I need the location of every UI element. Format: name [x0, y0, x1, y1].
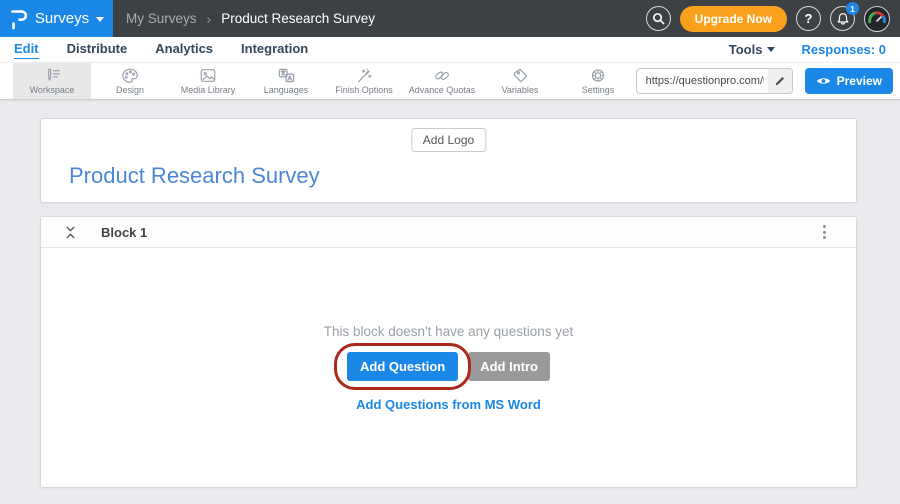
add-intro-button[interactable]: Add Intro: [468, 351, 550, 381]
toolbar-item-media-library[interactable]: Media Library: [169, 63, 247, 99]
toolbar-item-design[interactable]: Design: [91, 63, 169, 99]
user-avatar[interactable]: [864, 5, 890, 32]
kebab-menu-icon: [823, 225, 826, 228]
chain-link-icon: [435, 71, 449, 80]
image-icon: [200, 69, 216, 82]
palette-icon: [122, 68, 138, 83]
workspace-icon: [47, 68, 60, 81]
survey-title[interactable]: Product Research Survey: [69, 163, 320, 188]
block-card: Block 1 This block doesn't have any ques…: [40, 216, 857, 488]
surveys-app-switcher[interactable]: Surveys: [0, 0, 113, 37]
upgrade-now-button[interactable]: Upgrade Now: [679, 5, 787, 32]
survey-url-field-group: [635, 68, 793, 94]
responses-count-link[interactable]: Responses: 0: [801, 42, 886, 57]
tab-distribute[interactable]: Distribute: [66, 40, 128, 56]
breadcrumb: My Surveys › Product Research Survey: [126, 0, 375, 37]
header-actions: Upgrade Now ? 1: [645, 0, 900, 37]
survey-url-input[interactable]: [636, 75, 768, 87]
tab-integration[interactable]: Integration: [241, 40, 309, 56]
block-name[interactable]: Block 1: [101, 224, 148, 240]
questionpro-logo-icon: [11, 10, 28, 30]
collapse-block-button[interactable]: [65, 226, 76, 239]
add-logo-button[interactable]: Add Logo: [410, 128, 487, 152]
top-header: Surveys My Surveys › Product Research Su…: [0, 0, 900, 37]
toolbar-item-finish-options[interactable]: Finish Options: [325, 63, 403, 99]
app-label: Surveys: [34, 10, 90, 27]
help-button[interactable]: ?: [796, 6, 821, 31]
collapse-icon: [66, 226, 75, 238]
tools-label: Tools: [728, 42, 763, 57]
empty-block-message: This block doesn't have any questions ye…: [323, 323, 574, 339]
block-menu-button[interactable]: [819, 221, 830, 243]
notification-count-badge: 1: [846, 2, 859, 15]
tools-menu[interactable]: Tools: [729, 42, 776, 57]
pencil-icon: [775, 77, 784, 86]
tab-analytics[interactable]: Analytics: [155, 40, 214, 56]
survey-canvas: Add Logo Product Research Survey Block 1…: [0, 100, 900, 488]
toolbar-item-variables[interactable]: Variables: [481, 63, 559, 99]
tab-edit[interactable]: Edit: [14, 41, 39, 59]
edit-url-button[interactable]: [767, 69, 792, 93]
gear-icon: [591, 69, 605, 82]
survey-header-card: Add Logo Product Research Survey: [40, 118, 857, 203]
search-button[interactable]: [645, 6, 671, 31]
translate-icon: [278, 68, 294, 83]
bell-icon: [837, 12, 848, 25]
search-icon: [652, 13, 665, 25]
toolbar-item-settings[interactable]: Settings: [559, 63, 637, 99]
block-header: Block 1: [41, 217, 856, 248]
add-question-button[interactable]: Add Question: [347, 351, 459, 381]
magic-wand-icon: [358, 68, 372, 83]
notifications-button[interactable]: 1: [830, 2, 859, 31]
tag-icon: [513, 68, 527, 83]
editor-toolbar: Workspace Design Media Library Languages: [0, 62, 900, 100]
breadcrumb-current-survey: Product Research Survey: [221, 11, 376, 26]
toolbar-item-languages[interactable]: Languages: [247, 63, 325, 99]
preview-button[interactable]: Preview: [804, 68, 893, 94]
avatar-image: [868, 10, 886, 23]
toolbar-item-advance-quotas[interactable]: Advance Quotas: [403, 63, 481, 99]
breadcrumb-my-surveys[interactable]: My Surveys: [126, 11, 197, 26]
chevron-down-icon: [767, 47, 776, 52]
survey-nav-tabs: Edit Distribute Analytics Integration: [14, 41, 308, 59]
add-questions-from-ms-word-link[interactable]: Add Questions from MS Word: [356, 396, 541, 412]
breadcrumb-separator-icon: ›: [206, 10, 212, 27]
eye-icon: [816, 78, 830, 84]
survey-nav: Edit Distribute Analytics Integration To…: [0, 37, 900, 62]
block-body: This block doesn't have any questions ye…: [41, 248, 856, 487]
toolbar-item-workspace[interactable]: Workspace: [13, 63, 91, 99]
chevron-down-icon: [96, 17, 105, 22]
help-icon: ?: [804, 11, 813, 26]
